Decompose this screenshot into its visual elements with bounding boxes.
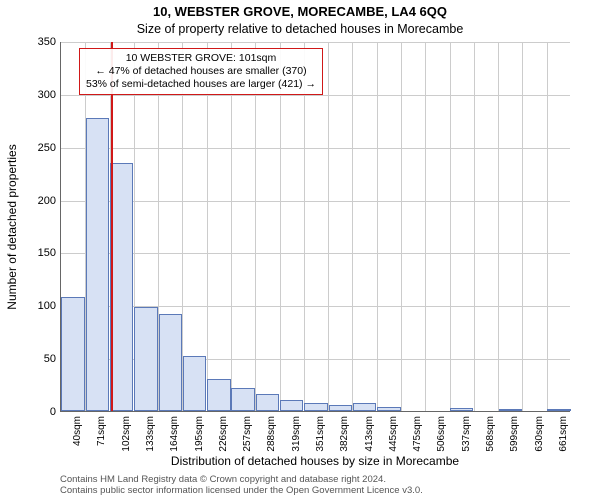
x-tick-label: 133sqm — [145, 416, 156, 456]
histogram-bar — [377, 407, 400, 411]
gridline-horizontal — [61, 148, 570, 149]
y-tick-label: 250 — [16, 142, 56, 154]
histogram-bar — [499, 409, 522, 411]
y-axis-label: Number of detached properties — [5, 144, 19, 309]
y-tick-label: 100 — [16, 300, 56, 312]
x-tick-label: 599sqm — [509, 416, 520, 456]
histogram-bar — [280, 400, 303, 411]
x-tick-label: 40sqm — [72, 416, 83, 456]
gridline-vertical — [352, 42, 353, 411]
histogram-bar — [207, 379, 230, 411]
gridline-vertical — [207, 42, 208, 411]
gridline-vertical — [450, 42, 451, 411]
x-tick-label: 288sqm — [266, 416, 277, 456]
x-tick-label: 102sqm — [121, 416, 132, 456]
histogram-bar — [329, 405, 352, 411]
x-tick-label: 537sqm — [461, 416, 472, 456]
histogram-bar — [231, 388, 254, 411]
x-tick-label: 630sqm — [534, 416, 545, 456]
annotation-line: ← 47% of detached houses are smaller (37… — [86, 65, 316, 78]
annotation-box: 10 WEBSTER GROVE: 101sqm← 47% of detache… — [79, 48, 323, 95]
gridline-vertical — [280, 42, 281, 411]
gridline-vertical — [401, 42, 402, 411]
gridline-vertical — [231, 42, 232, 411]
x-tick-label: 382sqm — [339, 416, 350, 456]
gridline-vertical — [377, 42, 378, 411]
property-marker-line — [111, 42, 113, 411]
chart-plot-area: 10 WEBSTER GROVE: 101sqm← 47% of detache… — [60, 42, 570, 412]
gridline-vertical — [522, 42, 523, 411]
gridline-horizontal — [61, 42, 570, 43]
x-tick-label: 506sqm — [436, 416, 447, 456]
x-tick-label: 257sqm — [242, 416, 253, 456]
x-tick-label: 71sqm — [96, 416, 107, 456]
annotation-line: 53% of semi-detached houses are larger (… — [86, 78, 316, 91]
x-tick-label: 164sqm — [169, 416, 180, 456]
histogram-bar — [304, 403, 327, 411]
x-axis-label: Distribution of detached houses by size … — [60, 454, 570, 468]
gridline-vertical — [328, 42, 329, 411]
histogram-bar — [450, 408, 473, 411]
footer-line-2: Contains public sector information licen… — [60, 485, 570, 496]
x-tick-label: 195sqm — [194, 416, 205, 456]
x-tick-label: 661sqm — [558, 416, 569, 456]
histogram-bar — [86, 118, 109, 411]
gridline-horizontal — [61, 201, 570, 202]
gridline-vertical — [304, 42, 305, 411]
page-title: 10, WEBSTER GROVE, MORECAMBE, LA4 6QQ — [0, 4, 600, 19]
histogram-bar — [134, 307, 157, 411]
histogram-bar — [183, 356, 206, 411]
histogram-bar — [256, 394, 279, 411]
footer-attribution: Contains HM Land Registry data © Crown c… — [60, 474, 570, 497]
y-tick-label: 200 — [16, 195, 56, 207]
histogram-bar — [353, 403, 376, 411]
y-tick-label: 150 — [16, 247, 56, 259]
gridline-vertical — [547, 42, 548, 411]
gridline-vertical — [474, 42, 475, 411]
histogram-bar — [159, 314, 182, 411]
chart-subtitle: Size of property relative to detached ho… — [0, 22, 600, 36]
gridline-vertical — [425, 42, 426, 411]
y-tick-label: 350 — [16, 36, 56, 48]
x-tick-label: 226sqm — [218, 416, 229, 456]
x-tick-label: 351sqm — [315, 416, 326, 456]
y-tick-label: 50 — [16, 353, 56, 365]
x-tick-label: 445sqm — [388, 416, 399, 456]
y-tick-label: 300 — [16, 89, 56, 101]
histogram-bar — [110, 163, 133, 411]
histogram-bar — [547, 409, 570, 411]
x-tick-label: 475sqm — [412, 416, 423, 456]
annotation-line: 10 WEBSTER GROVE: 101sqm — [86, 52, 316, 65]
x-tick-label: 568sqm — [485, 416, 496, 456]
footer-line-1: Contains HM Land Registry data © Crown c… — [60, 474, 570, 485]
gridline-vertical — [255, 42, 256, 411]
gridline-horizontal — [61, 253, 570, 254]
y-tick-label: 0 — [16, 406, 56, 418]
x-tick-label: 319sqm — [291, 416, 302, 456]
x-tick-label: 413sqm — [364, 416, 375, 456]
histogram-bar — [61, 297, 84, 411]
gridline-vertical — [498, 42, 499, 411]
